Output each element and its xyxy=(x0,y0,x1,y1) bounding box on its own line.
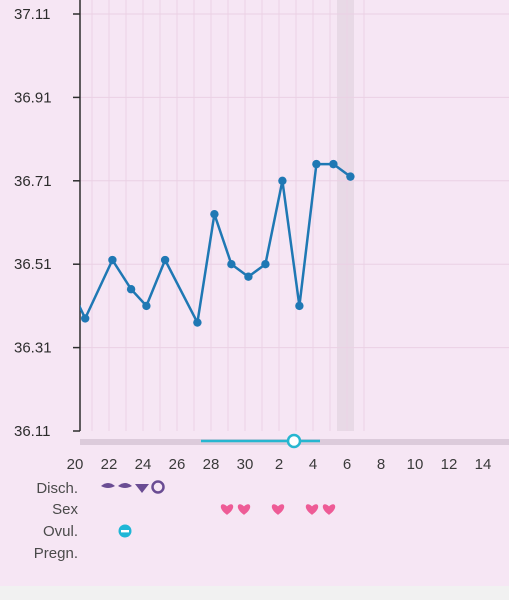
symptom-markers xyxy=(101,480,336,538)
temperature-point[interactable] xyxy=(346,172,355,181)
discharge-row-label: Disch. xyxy=(36,480,78,497)
y-tick-label: 36.51 xyxy=(14,256,52,273)
x-tick-label: 14 xyxy=(475,456,492,473)
temperature-point[interactable] xyxy=(261,260,270,269)
temperature-point[interactable] xyxy=(81,314,90,323)
heart-icon[interactable] xyxy=(237,504,251,515)
x-tick-label: 12 xyxy=(441,456,458,473)
heart-icon[interactable] xyxy=(271,504,285,515)
pregnancy-row-label: Pregn. xyxy=(33,545,78,562)
y-tick-label: 36.11 xyxy=(14,423,50,440)
x-tick-label: 8 xyxy=(377,456,385,473)
y-tick-label: 37.11 xyxy=(14,6,50,23)
x-tick-label: 26 xyxy=(169,456,186,473)
temperature-point[interactable] xyxy=(329,159,338,169)
temperature-point[interactable] xyxy=(210,209,219,219)
x-tick-label: 4 xyxy=(309,456,317,473)
y-tick-label: 36.71 xyxy=(14,173,52,190)
x-tick-label: 28 xyxy=(203,456,220,473)
x-tick-label: 30 xyxy=(237,456,254,473)
current-day-highlight xyxy=(337,0,354,431)
x-tick-label: 10 xyxy=(407,456,424,473)
sex-row-label: Sex xyxy=(52,501,78,518)
temperature-line xyxy=(80,162,352,324)
temperature-point[interactable] xyxy=(312,159,321,169)
x-tick-label: 24 xyxy=(135,456,152,473)
temperature-point[interactable] xyxy=(295,301,304,311)
temperature-point[interactable] xyxy=(160,255,170,265)
y-tick-label: 36.91 xyxy=(14,89,52,106)
x-tick-label: 22 xyxy=(101,456,118,473)
temperature-point[interactable] xyxy=(278,176,287,185)
y-tick-label: 36.31 xyxy=(14,340,52,357)
scroll-handle[interactable] xyxy=(286,433,302,449)
drop-icon[interactable] xyxy=(118,483,132,488)
temperature-point[interactable] xyxy=(126,285,136,294)
temperature-point[interactable] xyxy=(108,255,117,265)
drop-icon[interactable] xyxy=(101,483,115,488)
ring-icon[interactable] xyxy=(151,480,165,494)
x-tick-label: 6 xyxy=(343,456,351,473)
heart-icon[interactable] xyxy=(220,504,234,515)
temperature-point[interactable] xyxy=(244,272,253,281)
ovulation-row-label: Ovul. xyxy=(42,523,78,540)
heart-icon[interactable] xyxy=(322,504,336,515)
heart-icon[interactable] xyxy=(305,504,319,515)
drop-icon[interactable] xyxy=(135,484,149,493)
temperature-point[interactable] xyxy=(142,301,151,311)
temperature-point[interactable] xyxy=(227,260,236,269)
ovulation-marker-dash[interactable] xyxy=(121,530,129,533)
bottom-bar xyxy=(0,586,509,600)
x-tick-label: 2 xyxy=(275,456,283,473)
temperature-point[interactable] xyxy=(193,318,202,327)
x-tick-label: 20 xyxy=(67,456,84,473)
